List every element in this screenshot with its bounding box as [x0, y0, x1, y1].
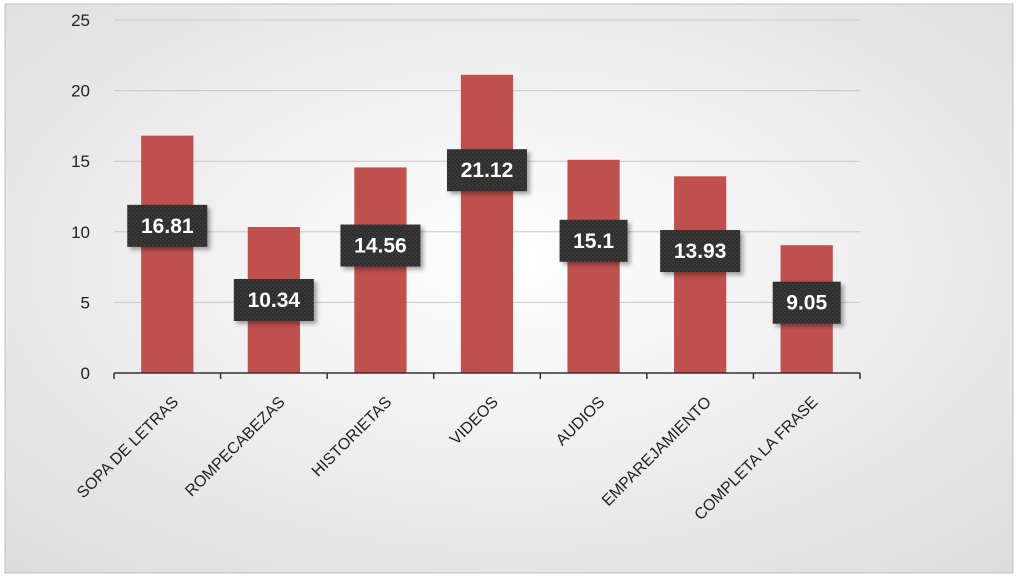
data-labels: 16.81 10.34 14.56 21.12 15.1 13.93 9.05: [127, 149, 841, 324]
x-axis: [113, 372, 861, 379]
data-label-box: [772, 281, 841, 324]
data-label: 15.1: [559, 219, 628, 262]
data-label-text: 14.56: [354, 235, 407, 258]
data-label: 21.12: [447, 149, 527, 192]
data-label-text: 21.12: [461, 159, 514, 182]
data-label-text: 15.1: [573, 230, 614, 253]
y-tick-label: 20: [71, 82, 90, 101]
bar: [674, 176, 727, 373]
data-label-box: [447, 149, 527, 192]
bar: [141, 135, 194, 373]
data-label-box: [127, 204, 208, 247]
data-label: 13.93: [660, 230, 741, 273]
bar: [460, 74, 514, 374]
y-tick-label: 0: [81, 364, 90, 383]
data-label-text: 13.93: [674, 240, 727, 263]
data-label-text: 16.81: [141, 215, 194, 238]
data-label: 9.05: [772, 281, 841, 324]
bars: [141, 74, 833, 374]
data-label-box: [340, 224, 421, 267]
y-tick-label: 25: [71, 11, 90, 30]
bar: [354, 167, 407, 373]
y-tick-label: 5: [81, 293, 90, 312]
data-label: 14.56: [340, 224, 421, 267]
data-label: 16.81: [127, 204, 208, 247]
data-label: 10.34: [233, 278, 314, 321]
data-label-box: [559, 219, 628, 262]
data-label-text: 10.34: [248, 289, 301, 312]
data-label-text: 9.05: [786, 292, 827, 315]
data-label-box: [233, 278, 314, 321]
data-label-box: [660, 230, 741, 273]
bar: [567, 159, 620, 373]
y-axis-ticks: 0 5 10 15 20 25: [71, 11, 90, 383]
y-tick-label: 15: [71, 152, 90, 171]
y-tick-label: 10: [71, 223, 90, 242]
